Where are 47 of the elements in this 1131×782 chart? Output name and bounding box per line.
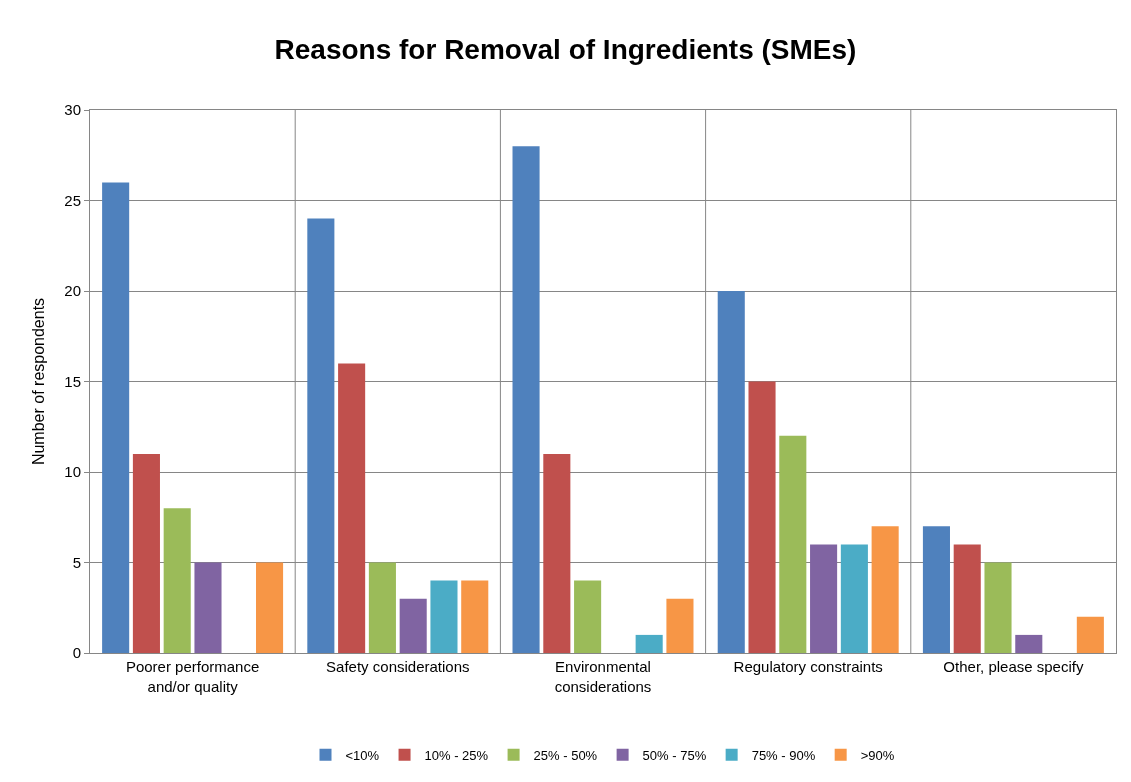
bar bbox=[256, 562, 284, 653]
bar bbox=[840, 544, 868, 653]
legend-label: 75% - 90% bbox=[751, 747, 816, 763]
x-tick-label: Other, please specify bbox=[943, 658, 1084, 675]
bar bbox=[953, 544, 981, 653]
y-tick-label: 15 bbox=[64, 372, 81, 390]
bar bbox=[102, 182, 130, 653]
y-tick-label: 5 bbox=[72, 553, 81, 571]
y-tick-label: 10 bbox=[64, 463, 81, 481]
legend-label: >90% bbox=[860, 747, 895, 763]
bar bbox=[399, 598, 427, 653]
x-tick-label: Safety considerations bbox=[326, 658, 470, 675]
y-tick-label: 20 bbox=[64, 282, 81, 300]
y-tick-label: 30 bbox=[64, 101, 81, 119]
bar bbox=[543, 453, 571, 653]
bar bbox=[574, 580, 602, 653]
x-tick-label: Poorer performance and/or quality bbox=[125, 658, 260, 695]
bar bbox=[1076, 616, 1104, 653]
bar bbox=[871, 526, 899, 653]
bar bbox=[810, 544, 838, 653]
bar bbox=[984, 562, 1012, 653]
bar bbox=[1015, 634, 1043, 653]
bar bbox=[779, 435, 807, 653]
bar bbox=[338, 363, 366, 653]
bar bbox=[430, 580, 458, 653]
bar bbox=[635, 634, 663, 653]
bar bbox=[307, 218, 335, 653]
bar bbox=[194, 562, 222, 653]
y-axis-title: Number of respondents bbox=[30, 297, 48, 466]
bar bbox=[512, 146, 540, 653]
legend-label: 50% - 75% bbox=[642, 747, 707, 763]
bar bbox=[666, 598, 694, 653]
legend-label: <10% bbox=[345, 747, 380, 763]
legend-label: 25% - 50% bbox=[533, 747, 598, 763]
bar bbox=[132, 453, 160, 653]
y-tick-label: 25 bbox=[64, 191, 81, 209]
chart-title: Reasons for Removal of Ingredients (SMEs) bbox=[274, 33, 857, 65]
bar bbox=[461, 580, 489, 653]
x-tick-label: Regulatory constraints bbox=[733, 658, 883, 675]
x-tick-label: Environmental considerations bbox=[554, 658, 652, 695]
bar bbox=[717, 291, 745, 653]
bar bbox=[922, 526, 950, 653]
bar bbox=[748, 381, 776, 653]
legend-label: 10% - 25% bbox=[424, 747, 489, 763]
y-tick-label: 0 bbox=[72, 644, 81, 662]
bar bbox=[163, 508, 191, 653]
bar bbox=[368, 562, 396, 653]
